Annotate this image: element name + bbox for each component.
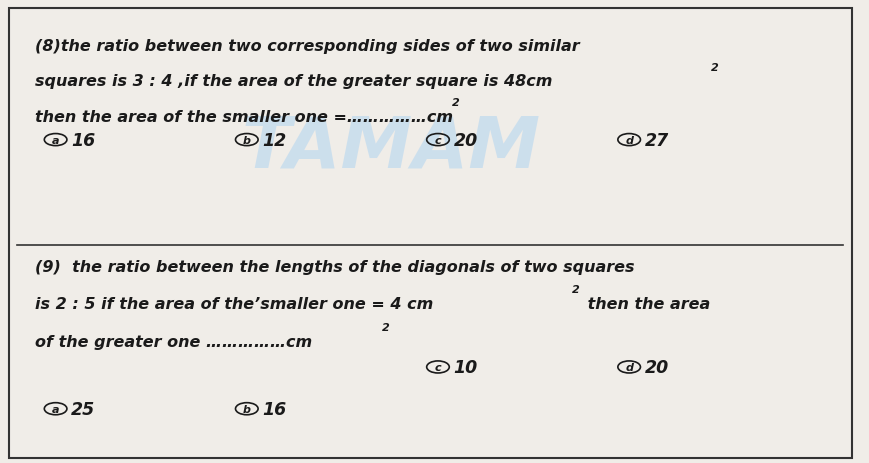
Text: then the area of the smaller one =……………cm: then the area of the smaller one =……………c… bbox=[35, 110, 453, 125]
Text: d: d bbox=[625, 362, 634, 372]
Text: of the greater one ……………cm: of the greater one ……………cm bbox=[35, 334, 312, 349]
Text: a: a bbox=[52, 135, 59, 145]
FancyBboxPatch shape bbox=[9, 9, 852, 458]
Text: 12: 12 bbox=[262, 131, 287, 149]
Text: then the area: then the area bbox=[582, 296, 711, 311]
Text: 27: 27 bbox=[645, 131, 669, 149]
Text: c: c bbox=[434, 135, 441, 145]
Text: 2: 2 bbox=[572, 284, 580, 294]
Text: c: c bbox=[434, 362, 441, 372]
Text: 2: 2 bbox=[452, 98, 460, 108]
Text: b: b bbox=[242, 404, 251, 414]
Text: 25: 25 bbox=[71, 400, 96, 418]
Text: squares is 3 : 4 ,if the area of the greater square is 48cm: squares is 3 : 4 ,if the area of the gre… bbox=[35, 74, 552, 89]
Text: 2: 2 bbox=[382, 322, 390, 332]
Text: is 2 : 5 if the area of theʼsmaller one = 4 cm: is 2 : 5 if the area of theʼsmaller one … bbox=[35, 296, 433, 311]
Text: 16: 16 bbox=[262, 400, 287, 418]
Text: d: d bbox=[625, 135, 634, 145]
Text: (8)the ratio between two corresponding sides of two similar: (8)the ratio between two corresponding s… bbox=[35, 39, 580, 54]
Text: (9)  the ratio between the lengths of the diagonals of two squares: (9) the ratio between the lengths of the… bbox=[35, 259, 634, 274]
Text: TAMAM: TAMAM bbox=[242, 114, 541, 182]
Text: 16: 16 bbox=[71, 131, 96, 149]
Text: 10: 10 bbox=[454, 358, 478, 376]
Text: 2: 2 bbox=[711, 63, 719, 73]
Text: b: b bbox=[242, 135, 251, 145]
Text: a: a bbox=[52, 404, 59, 414]
Text: 20: 20 bbox=[454, 131, 478, 149]
Text: 20: 20 bbox=[645, 358, 669, 376]
